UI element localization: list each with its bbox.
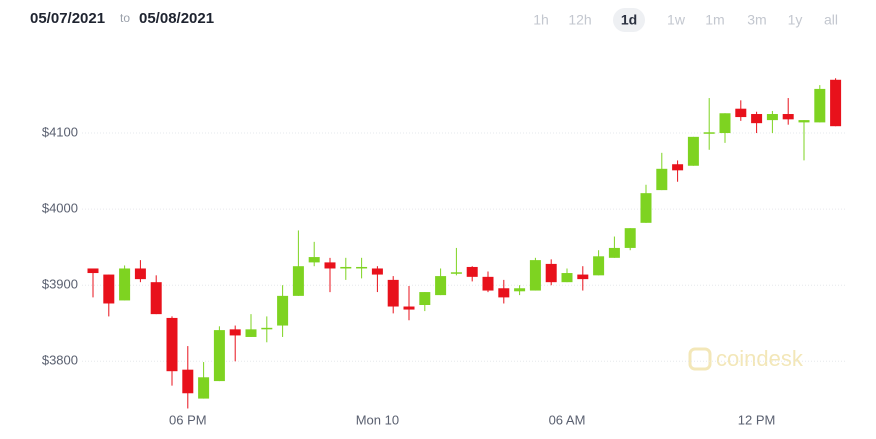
candle-body	[498, 288, 510, 298]
candle-body	[166, 317, 178, 372]
candle-body	[387, 279, 399, 307]
candle-body	[324, 262, 336, 269]
candle-body	[292, 266, 304, 296]
date-from: 05/07/2021	[30, 10, 105, 27]
candle-body	[119, 268, 131, 301]
candle-body	[798, 120, 810, 123]
range-button[interactable]: 3m	[747, 12, 766, 28]
range-button[interactable]: 1h	[533, 12, 549, 28]
candle-body	[356, 266, 368, 269]
candle-body	[229, 329, 241, 336]
y-tick-label: $4000	[42, 201, 78, 216]
watermark-logo	[688, 347, 712, 371]
range-button[interactable]: 1d	[621, 12, 637, 28]
candle-body	[213, 330, 225, 382]
candle-body	[766, 114, 778, 121]
x-tick-label: 12 PM	[738, 412, 776, 427]
candle-body	[514, 288, 526, 292]
candle-body	[308, 257, 320, 263]
candle-body	[640, 193, 652, 223]
candle-body	[830, 79, 842, 127]
candle-body	[687, 136, 699, 166]
candle-body	[198, 377, 210, 399]
range-button[interactable]: all	[824, 12, 838, 28]
range-button[interactable]: 12h	[568, 12, 591, 28]
candle-body	[277, 295, 289, 326]
candle-body	[561, 273, 573, 283]
candle-body	[751, 114, 763, 124]
x-tick-label: Mon 10	[356, 412, 399, 427]
candle-body	[103, 274, 115, 304]
y-tick-label: $3900	[42, 277, 78, 292]
watermark: coindesk	[688, 346, 804, 371]
candle-body	[245, 329, 257, 337]
candle-body	[672, 164, 684, 171]
candle-body	[403, 306, 415, 310]
date-joiner: to	[120, 11, 130, 25]
candle-body	[482, 276, 494, 291]
candle-body	[529, 260, 541, 291]
candle-body	[608, 247, 620, 258]
candle-body	[577, 274, 589, 280]
date-to: 05/08/2021	[139, 10, 214, 27]
y-tick-label: $4100	[42, 124, 78, 139]
candle-body	[466, 266, 478, 277]
candle-body	[593, 256, 605, 276]
candle-body	[371, 268, 383, 275]
candle-body	[703, 132, 715, 134]
x-tick-label: 06 AM	[549, 412, 586, 427]
candle-body	[450, 272, 462, 274]
y-tick-label: $3800	[42, 353, 78, 368]
candle-body	[624, 228, 636, 248]
range-selected-bg	[613, 8, 645, 32]
candle-body	[261, 327, 273, 330]
range-button[interactable]: 1m	[705, 12, 724, 28]
watermark-text: coindesk	[716, 346, 804, 371]
candle-body	[545, 263, 557, 283]
candle-body	[435, 276, 447, 296]
candle-body	[87, 268, 99, 274]
candle-body	[782, 114, 794, 120]
candle-body	[719, 113, 731, 134]
candle-body	[814, 88, 826, 123]
candle-body	[150, 282, 162, 315]
candle-body	[419, 292, 431, 305]
x-tick-label: 06 PM	[169, 412, 207, 427]
range-button[interactable]: 1y	[788, 12, 803, 28]
candle-body	[134, 268, 146, 280]
candle-body	[340, 266, 352, 269]
candle-body	[735, 108, 747, 118]
candle-body	[182, 369, 194, 394]
range-button[interactable]: 1w	[667, 12, 686, 28]
candle-body	[656, 168, 668, 191]
